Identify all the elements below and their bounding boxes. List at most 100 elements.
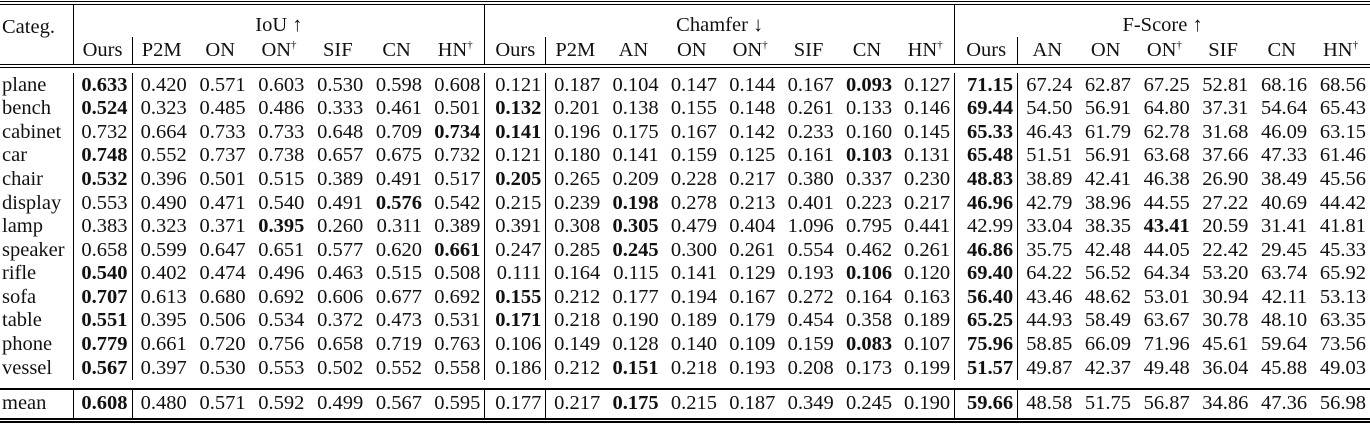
value: 0.128	[612, 333, 659, 356]
chamfer-cell: 0.121	[484, 73, 546, 97]
column-header-chamfer-ours: Ours	[484, 37, 546, 68]
best-value: 56.40	[967, 285, 1014, 308]
value: 0.189	[904, 309, 951, 332]
chamfer-cell: 0.175	[604, 388, 663, 423]
value: 0.530	[199, 356, 246, 379]
value: 0.208	[787, 356, 834, 379]
chamfer-cell: 0.337	[838, 167, 896, 191]
value: 58.85	[1026, 333, 1073, 356]
column-header-label: SIF	[322, 39, 353, 62]
best-value: 0.198	[612, 191, 659, 214]
chamfer-cell: 0.103	[838, 144, 896, 168]
value: 0.107	[904, 333, 951, 356]
fscore-cell: 46.86	[954, 238, 1018, 262]
iou-cell: 0.534	[250, 309, 309, 333]
iou-cell: 0.552	[131, 143, 191, 168]
column-header-iou-p2m: P2M	[131, 37, 191, 68]
iou-cell: 0.551	[72, 308, 132, 333]
chamfer-cell: 0.173	[838, 356, 896, 380]
value: 0.657	[317, 144, 364, 167]
iou-cell: 0.491	[367, 167, 426, 191]
iou-cell: 0.719	[367, 333, 426, 357]
chamfer-cell: 0.155	[484, 285, 546, 309]
value: 47.36	[1260, 392, 1308, 415]
fscore-cell: 44.55	[1135, 191, 1194, 215]
value: 0.531	[434, 309, 481, 332]
spacer-cell	[0, 379, 1370, 390]
fscore-cell: 63.15	[1311, 120, 1370, 144]
value: 0.146	[904, 97, 951, 120]
value: 0.490	[140, 191, 187, 214]
fscore-cell: 49.03	[1311, 356, 1370, 380]
dagger-mark: †	[467, 39, 473, 52]
chamfer-cell: 0.132	[484, 96, 546, 121]
value: 54.50	[1026, 97, 1073, 120]
iou-cell: 0.471	[191, 191, 250, 215]
chamfer-cell: 0.212	[545, 285, 605, 309]
fscore-cell: 56.91	[1076, 97, 1135, 121]
value: 44.05	[1143, 238, 1190, 261]
fscore-cell: 54.50	[1017, 96, 1077, 121]
fscore-cell: 65.43	[1311, 97, 1370, 121]
iou-cell: 0.748	[72, 143, 132, 168]
value: 0.733	[258, 120, 305, 143]
mean-row: mean 0.608 0.480 0.571 0.592 0.499 0.567 0.595 0…	[0, 388, 1370, 423]
value: 31.41	[1260, 215, 1308, 238]
best-value: 0.175	[612, 392, 659, 415]
column-header-label: Ours	[966, 39, 1007, 62]
iou-cell: 0.474	[191, 262, 250, 286]
value: 0.534	[258, 309, 305, 332]
column-header-fscore-sif: SIF	[1193, 37, 1253, 68]
chamfer-cell: 0.144	[721, 73, 779, 97]
value: 0.187	[729, 392, 776, 415]
value: 0.121	[495, 73, 542, 96]
fscore-cell: 37.66	[1194, 144, 1253, 168]
chamfer-cell: 0.247	[484, 238, 546, 262]
value: 1.096	[787, 215, 834, 238]
iou-cell: 0.371	[191, 215, 250, 239]
iou-cell: 0.490	[131, 190, 191, 215]
iou-cell: 0.311	[367, 215, 426, 239]
best-value: 0.779	[81, 333, 128, 356]
fscore-cell: 56.52	[1076, 262, 1135, 286]
value: 0.230	[904, 167, 951, 190]
best-value: 0.141	[495, 120, 542, 143]
fscore-cell: 53.01	[1135, 285, 1194, 309]
fscore-cell: 51.75	[1076, 388, 1136, 423]
value: 0.177	[495, 392, 542, 415]
fscore-cell: 42.11	[1252, 285, 1311, 309]
iou-cell: 0.397	[131, 356, 191, 380]
chamfer-cell: 0.164	[545, 261, 605, 286]
column-header-label: ON	[205, 39, 235, 62]
fscore-cell: 61.79	[1076, 120, 1135, 144]
best-value: 0.734	[434, 120, 481, 143]
chamfer-cell: 0.160	[838, 120, 896, 144]
best-value: 75.96	[967, 333, 1014, 356]
category-cell: speaker	[2, 238, 65, 261]
value: 0.164	[554, 262, 601, 285]
value: 0.179	[729, 309, 776, 332]
value: 0.395	[140, 309, 187, 332]
value: 0.323	[140, 97, 187, 120]
chamfer-cell: 0.401	[779, 191, 837, 215]
chamfer-cell: 0.261	[896, 238, 955, 262]
fscore-cell: 42.79	[1017, 190, 1077, 215]
value: 36.04	[1202, 356, 1249, 379]
group-header-iou: IoU ↑	[72, 3, 485, 37]
value: 0.285	[554, 238, 601, 261]
value: 0.499	[317, 392, 364, 415]
value: 0.164	[846, 285, 893, 308]
chamfer-cell: 0.198	[604, 191, 662, 215]
best-value: 0.245	[612, 238, 659, 261]
fscore-cell: 43.41	[1135, 215, 1194, 239]
fscore-cell: 44.05	[1135, 238, 1194, 262]
column-header-fscore-an: AN	[1017, 37, 1077, 68]
chamfer-cell: 0.159	[663, 144, 721, 168]
value: 0.719	[375, 333, 422, 356]
value: 0.480	[140, 392, 187, 415]
value: 48.58	[1026, 392, 1073, 415]
value: 0.145	[904, 120, 951, 143]
iou-cell: 0.395	[250, 215, 309, 239]
value: 0.239	[554, 191, 601, 214]
column-header-label: P2M	[141, 39, 182, 62]
